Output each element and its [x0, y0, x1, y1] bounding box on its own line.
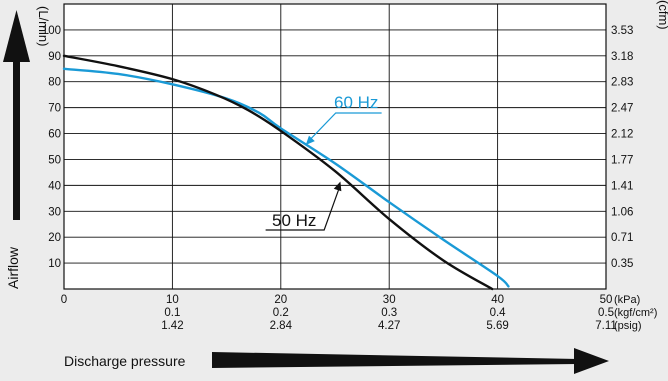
- y-tick-label-left: 90: [48, 51, 61, 63]
- y-tick-label-left: 60: [48, 129, 61, 141]
- y-tick-label-left: 100: [42, 25, 61, 37]
- series-label-60hz: 60 Hz: [334, 93, 378, 112]
- x-axis-unit-label: (kPa): [614, 294, 640, 306]
- callout-leader-60hz: [309, 112, 382, 141]
- y-axis-label: Airflow: [5, 246, 21, 289]
- x-tick-label: 40: [491, 294, 504, 306]
- x-tick-label: 5.69: [486, 320, 508, 332]
- x-tick-label: 0.1: [164, 307, 180, 319]
- y-tick-label-right: 2.83: [611, 77, 633, 89]
- x-tick-label: 4.27: [378, 320, 400, 332]
- y-tick-label-right: 1.41: [611, 180, 633, 192]
- x-tick-label: 50: [600, 294, 613, 306]
- y-axis-unit-right: (cfm): [656, 0, 668, 30]
- y-tick-label-left: 80: [48, 77, 61, 89]
- series-line-60hz: [62, 67, 510, 288]
- x-tick-label: 2.84: [270, 320, 293, 332]
- x-tick-label: 0.5: [598, 307, 614, 319]
- x-tick-label: 7.11: [595, 320, 617, 332]
- y-tick-label-right: 0.35: [611, 258, 633, 270]
- y-tick-label-right: 2.12: [611, 129, 633, 141]
- x-tick-label: 30: [383, 294, 396, 306]
- x-tick-label: 0: [61, 294, 67, 306]
- y-tick-label-left: 30: [48, 206, 61, 218]
- y-tick-label-right: 2.47: [611, 103, 633, 115]
- series-line-50hz: [62, 54, 494, 291]
- y-tick-label-right: 0.71: [611, 232, 633, 244]
- y-tick-label-left: 40: [48, 180, 61, 192]
- x-tick-label: 10: [166, 294, 179, 306]
- x-tick-label: 0.4: [490, 307, 507, 319]
- y-tick-label-right: 1.06: [611, 206, 633, 218]
- x-axis-unit-label: (kgf/cm²): [614, 307, 657, 319]
- y-tick-label-right: 1.77: [611, 154, 633, 166]
- callout-arrow-60hz: [305, 135, 315, 145]
- x-tick-label: 1.42: [161, 320, 183, 332]
- x-tick-label: 20: [274, 294, 287, 306]
- x-tick-label: 0.2: [273, 307, 289, 319]
- y-axis-unit-left: (L/min): [36, 6, 51, 46]
- x-axis-unit-label: (psig): [614, 320, 642, 332]
- y-tick-label-left: 20: [48, 232, 61, 244]
- y-tick-label-right: 3.53: [611, 25, 633, 37]
- y-tick-label-right: 3.18: [611, 51, 633, 63]
- x-tick-label: 0.3: [381, 307, 397, 319]
- x-axis-arrow: [212, 348, 609, 374]
- callout-arrow-50hz: [333, 181, 342, 192]
- y-tick-label-left: 70: [48, 103, 61, 115]
- y-axis-arrow: [3, 10, 30, 220]
- y-tick-label-left: 10: [48, 258, 61, 270]
- y-tick-label-left: 50: [48, 154, 61, 166]
- callout-leader-50hz: [265, 187, 340, 231]
- x-axis-label: Discharge pressure: [64, 353, 186, 369]
- plot-frame: [63, 3, 607, 290]
- series-label-50hz: 50 Hz: [272, 211, 316, 230]
